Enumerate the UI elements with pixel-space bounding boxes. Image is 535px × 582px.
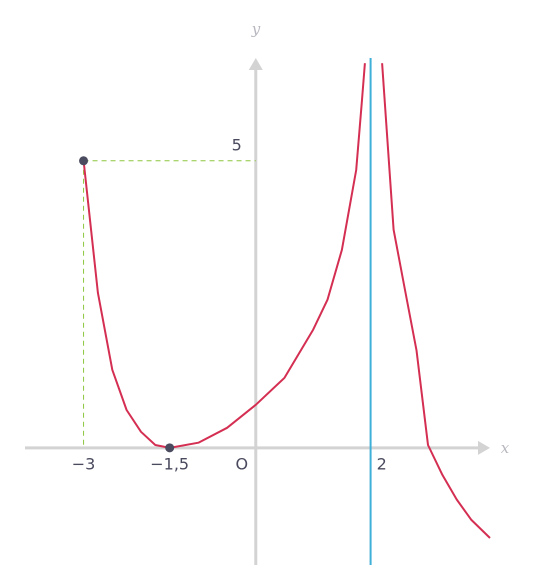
x-axis-label: x [501,439,510,457]
y-tick-label: 5 [232,135,242,154]
curve [82,63,491,539]
y-axis-label: y [251,20,261,38]
x-tick-label: 2 [377,454,387,473]
y-axis-arrow [248,58,263,70]
x-axis-arrow [478,440,490,455]
x-tick-label: O [235,454,248,473]
x-tick-label: −3 [72,454,96,473]
point [79,156,89,166]
point [165,443,175,453]
x-tick-label: −1,5 [150,454,189,473]
